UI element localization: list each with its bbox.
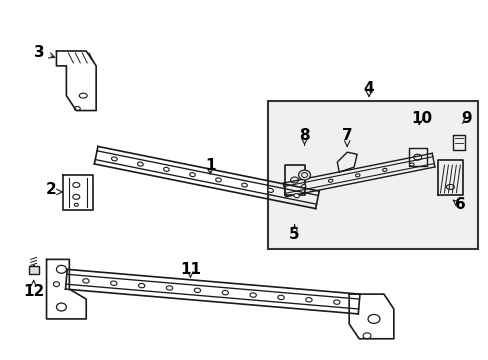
Ellipse shape <box>194 288 200 293</box>
Text: 3: 3 <box>34 45 45 60</box>
Text: 1: 1 <box>204 158 215 172</box>
Ellipse shape <box>111 157 117 161</box>
Text: 12: 12 <box>23 284 44 299</box>
Ellipse shape <box>305 298 311 302</box>
Text: 7: 7 <box>341 128 352 143</box>
Ellipse shape <box>163 167 169 171</box>
Text: 4: 4 <box>363 81 374 96</box>
Ellipse shape <box>241 183 247 187</box>
Ellipse shape <box>166 286 172 290</box>
Bar <box>267 100 477 249</box>
Ellipse shape <box>110 281 117 285</box>
Ellipse shape <box>137 162 143 166</box>
Text: 11: 11 <box>180 262 201 277</box>
Text: 8: 8 <box>299 128 309 143</box>
Ellipse shape <box>298 170 310 180</box>
Text: 2: 2 <box>46 183 57 197</box>
Ellipse shape <box>82 279 89 283</box>
Ellipse shape <box>355 174 359 177</box>
Text: 10: 10 <box>410 111 431 126</box>
Ellipse shape <box>215 178 221 182</box>
Ellipse shape <box>301 185 305 188</box>
Text: 9: 9 <box>460 111 470 126</box>
Ellipse shape <box>409 163 413 166</box>
Text: 6: 6 <box>454 197 465 212</box>
Ellipse shape <box>382 168 386 171</box>
Ellipse shape <box>222 291 228 295</box>
Ellipse shape <box>267 188 273 192</box>
Ellipse shape <box>293 194 299 198</box>
Text: 5: 5 <box>289 227 299 242</box>
Bar <box>29 266 39 274</box>
Ellipse shape <box>138 283 144 288</box>
Ellipse shape <box>277 295 284 300</box>
Ellipse shape <box>189 173 195 177</box>
Ellipse shape <box>328 179 332 182</box>
Ellipse shape <box>333 300 339 304</box>
Ellipse shape <box>249 293 256 297</box>
